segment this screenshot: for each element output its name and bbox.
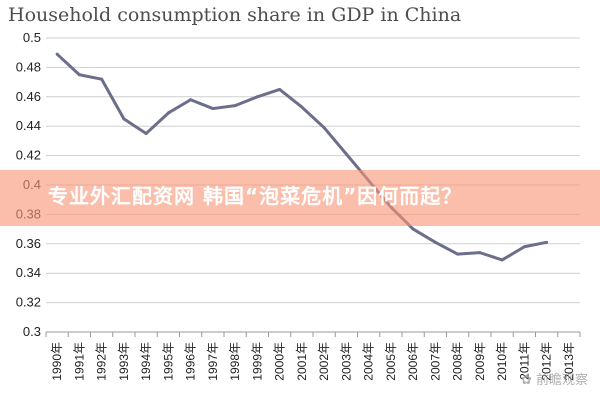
x-tick-label: 2011年 [517,342,531,380]
series-line [56,53,547,262]
data-points [55,52,549,262]
y-tick-label: 0.5 [23,30,41,45]
data-point [344,152,348,156]
x-tick-label: 1993年 [117,342,131,381]
y-tick-label: 0.44 [16,118,41,133]
data-point [100,77,104,81]
y-tick-label: 0.3 [23,324,41,339]
data-point [522,245,526,249]
data-point [300,105,304,109]
article-banner[interactable] [0,170,600,226]
y-tick-label: 0.42 [16,148,41,163]
data-point [211,107,215,111]
x-tick-label: 1996年 [184,342,198,381]
x-tick-label: 2013年 [562,342,576,381]
source-watermark: ✿ 前瞻观察 [521,369,588,388]
x-tick-label: 2006年 [406,342,420,381]
x-tick-label: 2012年 [540,342,554,381]
x-tick-label: 2002年 [317,342,331,381]
x-tick-label: 2009年 [473,342,487,381]
data-point [500,258,504,262]
x-tick-label: 2005年 [384,342,398,381]
y-tick-label: 0.32 [16,295,41,310]
data-point [122,117,126,121]
y-tick-label: 0.48 [16,59,41,74]
data-point [322,126,326,130]
data-point [478,251,482,255]
data-point [255,95,259,99]
x-tick-label: 1994年 [139,342,153,381]
x-axis-ticks: 1990年 1991年 1992年 1993年 1994年 1995年 1996年 1997年… [50,342,576,381]
data-point [278,87,282,91]
chart-title: Household consumption share in GDP in Ch… [8,4,462,26]
x-axis-tick-marks [45,332,581,337]
y-tick-label: 0.36 [16,236,41,251]
watermark-label: 前瞻观察 [535,373,588,388]
data-point [411,227,415,231]
x-tick-label: 1998年 [228,342,242,381]
data-point [55,52,59,56]
x-tick-label: 2001年 [295,342,309,381]
data-point [77,73,81,77]
wechat-icon: ✿ [520,373,532,388]
data-point [433,240,437,244]
x-tick-label: 2000年 [273,342,287,381]
data-point [545,240,549,244]
article-headline[interactable]: 专业外汇配资网 韩国“泡菜危机”因何而起？ [48,184,463,208]
x-tick-label: 1995年 [161,342,175,381]
x-tick-label: 1997年 [206,342,220,381]
y-tick-label: 0.34 [16,265,41,280]
data-point [166,111,170,115]
data-point [233,104,237,108]
y-tick-label: 0.46 [16,89,41,104]
data-point [456,252,460,256]
x-tick-label: 2003年 [339,342,353,381]
x-tick-label: 1992年 [95,342,109,381]
data-point [189,98,193,102]
x-tick-label: 1991年 [72,342,86,381]
x-tick-label: 1999年 [250,342,264,381]
x-tick-label: 1990年 [50,342,64,381]
x-tick-label: 2010年 [495,342,509,381]
x-tick-label: 2004年 [362,342,376,381]
data-point [144,132,148,136]
x-tick-label: 2007年 [428,342,442,381]
x-tick-label: 2008年 [451,342,465,381]
